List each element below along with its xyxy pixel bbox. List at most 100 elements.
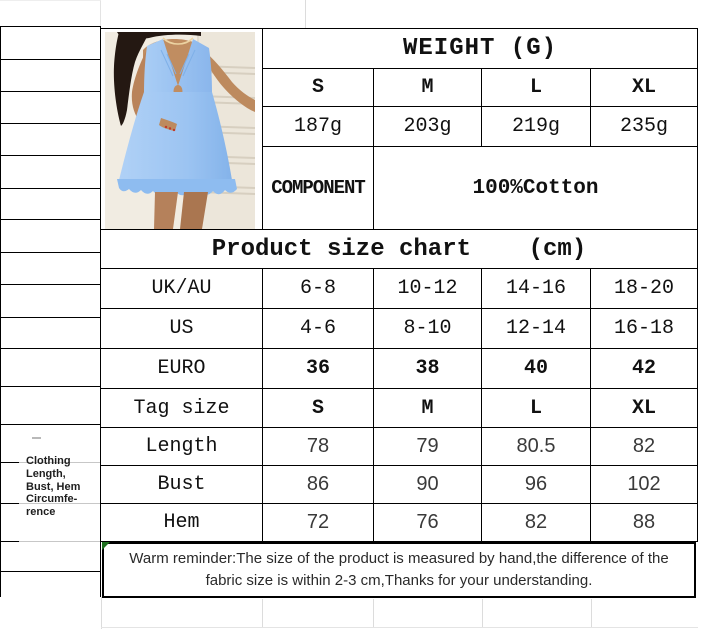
component-label: COMPONENT: [262, 146, 374, 230]
empty-cell: [0, 597, 102, 629]
cell-flag-triangle: [102, 542, 110, 550]
table-row: S M L XL: [101, 68, 698, 107]
cell-value: 76: [373, 503, 482, 542]
empty-cell: [1, 542, 100, 572]
empty-cell: [1, 92, 100, 124]
cell-value: 10-12: [373, 268, 482, 309]
cell-value: 14-16: [481, 268, 591, 309]
cell-value: L: [481, 388, 591, 428]
spreadsheet-corner-cell: [0, 0, 101, 27]
table-row: EURO 36 38 40 42: [100, 348, 698, 389]
cell-value: 40: [481, 348, 591, 389]
product-size-table: WEIGHT (G) S M L XL 187g 203g 219g 235g …: [100, 28, 698, 542]
cell-value: 90: [373, 465, 482, 504]
gridline: [591, 599, 592, 628]
table-row: Tag size S M L XL: [100, 388, 698, 428]
empty-cell: [1, 572, 100, 598]
model-leg: [154, 191, 178, 229]
size-header-s: S: [262, 68, 374, 107]
cell-value: 6-8: [262, 268, 374, 309]
row-label-length: Length: [100, 427, 263, 466]
table-row: US 4-6 8-10 12-14 16-18: [100, 308, 698, 349]
necklace: [162, 36, 194, 45]
model-hair-strand: [113, 31, 149, 126]
product-photo: [105, 31, 255, 229]
warm-reminder-box: Warm reminder:The size of the product is…: [102, 542, 696, 598]
cell-value: 80.5: [481, 427, 591, 466]
product-photo-cell: [100, 28, 263, 230]
empty-cell: [1, 124, 100, 156]
gridline: [262, 599, 263, 628]
measurement-note: Clothing Length, Bust, Hem Circumfe- ren…: [19, 432, 100, 544]
empty-cell: [1, 27, 100, 60]
row-label-hem: Hem: [100, 503, 263, 542]
gridline: [373, 599, 374, 628]
dress-ruffle-hem: [117, 178, 237, 196]
dress-bodice: [144, 38, 212, 94]
cell-value: S: [262, 388, 374, 428]
empty-cell: [1, 156, 100, 189]
cell-value: 79: [373, 427, 482, 466]
size-header-m: M: [373, 68, 482, 107]
cell-value: 38: [373, 348, 482, 389]
table-row: Hem 72 76 82 88: [100, 503, 698, 542]
weight-value-xl: 235g: [590, 106, 698, 147]
cell-value: 88: [590, 503, 698, 542]
cell-value: 86: [262, 465, 374, 504]
component-value: 100%Cotton: [373, 146, 698, 230]
size-chart-title: Product size chart (cm): [100, 229, 698, 269]
size-header-xl: XL: [590, 68, 698, 107]
table-row: Bust 86 90 96 102: [100, 465, 698, 504]
empty-cell: [1, 220, 100, 253]
empty-cell: [1, 285, 100, 318]
cell-value: 8-10: [373, 308, 482, 349]
bust-gathers: [160, 49, 196, 76]
empty-cell: [1, 189, 100, 220]
cell-value: 42: [590, 348, 698, 389]
weight-value-m: 203g: [373, 106, 482, 147]
table-row: Product size chart (cm): [100, 229, 698, 269]
cell-value: 82: [590, 427, 698, 466]
cell-value: M: [373, 388, 482, 428]
empty-cell: [1, 60, 100, 92]
table-row: COMPONENT 100%Cotton: [101, 146, 698, 230]
table-row: Length 78 79 80.5 82: [100, 427, 698, 466]
dress-skirt: [119, 91, 232, 180]
empty-cell: [1, 349, 100, 387]
row-label-ukau: UK/AU: [100, 268, 263, 309]
cell-value: 96: [481, 465, 591, 504]
cell-value: 72: [262, 503, 374, 542]
smudge-mark: [32, 437, 41, 439]
cell-value: XL: [590, 388, 698, 428]
gridline: [101, 627, 698, 628]
cell-value: 16-18: [590, 308, 698, 349]
gridline: [305, 0, 306, 28]
row-label-tagsize: Tag size: [100, 388, 263, 428]
painted-nails: [164, 125, 176, 131]
gridline: [482, 599, 483, 628]
cell-value: 78: [262, 427, 374, 466]
table-row: 187g 203g 219g 235g: [101, 106, 698, 147]
weight-value-s: 187g: [262, 106, 374, 147]
table-row: UK/AU 6-8 10-12 14-16 18-20: [100, 268, 698, 309]
cell-value: 12-14: [481, 308, 591, 349]
size-header-l: L: [481, 68, 591, 107]
table-row: WEIGHT (G): [100, 28, 698, 230]
row-label-euro: EURO: [100, 348, 263, 389]
weight-table-title: WEIGHT (G): [262, 28, 698, 69]
weight-value-l: 219g: [481, 106, 591, 147]
cell-value: 36: [262, 348, 374, 389]
cell-value: 102: [590, 465, 698, 504]
empty-cell: [1, 387, 100, 425]
model-right-arm: [201, 49, 255, 112]
model-hand: [159, 117, 177, 131]
empty-cell: [1, 253, 100, 285]
model-leg: [180, 191, 208, 229]
cell-value: 18-20: [590, 268, 698, 309]
row-label-us: US: [100, 308, 263, 349]
row-label-bust: Bust: [100, 465, 263, 504]
cell-value: 82: [481, 503, 591, 542]
cell-value: 4-6: [262, 308, 374, 349]
empty-cell: [1, 318, 100, 349]
